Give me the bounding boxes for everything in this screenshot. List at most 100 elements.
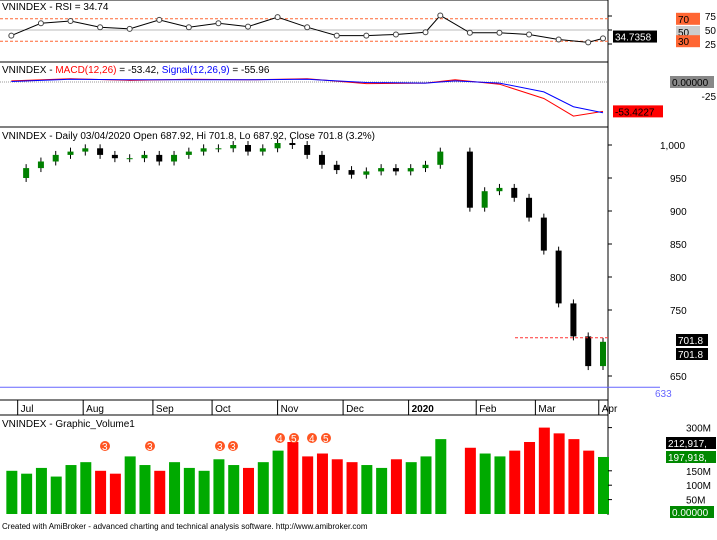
rsi-tick-label: 25	[705, 40, 717, 51]
volume-bar	[346, 462, 358, 514]
rsi-point	[215, 20, 222, 27]
volume-avg-label-bg	[666, 451, 716, 463]
candle	[37, 161, 44, 169]
rsi-point	[67, 18, 74, 25]
volume-marker-label: 5	[323, 434, 329, 445]
price-tick-label: 650	[670, 372, 687, 383]
date-label: Nov	[281, 404, 299, 415]
macd-title: VNINDEX - MACD(12,26) = -53.42, Signal(1…	[2, 65, 270, 76]
volume-marker-label: 3	[217, 442, 223, 453]
volume-bar	[183, 467, 195, 514]
candle	[82, 148, 89, 152]
rsi-point	[466, 29, 473, 36]
signal-line	[11, 78, 604, 114]
rsi-last-value-bg	[613, 30, 657, 43]
volume-marker-label: 5	[291, 434, 297, 445]
volume-bar	[553, 433, 565, 514]
rsi-point	[585, 39, 592, 46]
volume-tick-label: 100M	[686, 481, 711, 492]
candle	[289, 143, 296, 145]
macd-line	[11, 78, 604, 117]
volume-bar	[272, 450, 284, 514]
rsi-point	[333, 32, 340, 39]
candle	[466, 151, 473, 208]
candle	[156, 154, 163, 162]
rsi-band-label-bg	[676, 12, 700, 25]
rsi-point	[8, 32, 15, 39]
rsi-point	[304, 24, 311, 31]
rsi-point	[555, 36, 562, 43]
support-label: 633	[655, 389, 672, 400]
candle	[259, 148, 266, 152]
candle	[481, 191, 488, 208]
volume-bar	[376, 467, 388, 514]
date-label: Jul	[21, 404, 34, 415]
date-label: Dec	[346, 404, 364, 415]
rsi-point	[363, 32, 370, 39]
volume-marker-label: 3	[147, 442, 153, 453]
price-tick-label: 900	[670, 207, 687, 218]
volume-bar	[198, 470, 210, 514]
date-label: Mar	[538, 404, 556, 415]
volume-bar	[435, 439, 447, 514]
volume-marker	[100, 441, 110, 451]
rsi-point	[97, 24, 104, 31]
volume-title: VNINDEX - Graphic_Volume1	[2, 419, 135, 430]
volume-bar	[95, 470, 107, 514]
candle	[245, 145, 252, 152]
rsi-point	[126, 25, 133, 32]
candle	[437, 151, 444, 165]
macd-tick-label: -25	[702, 92, 717, 103]
candle	[52, 154, 59, 162]
volume-marker	[145, 441, 155, 451]
volume-zero-label-bg	[670, 506, 714, 518]
rsi-band-label-bg	[676, 26, 700, 38]
price-tick-label: 1,000	[660, 141, 685, 152]
candle	[67, 151, 74, 155]
candle	[111, 154, 118, 159]
volume-bar	[583, 450, 595, 514]
candle	[274, 143, 281, 149]
volume-bar	[21, 473, 33, 514]
volume-bar	[494, 456, 506, 514]
volume-bar	[405, 462, 417, 514]
rsi-last-value: 34.7358	[615, 33, 652, 44]
volume-bar	[361, 465, 373, 514]
candle	[304, 145, 311, 155]
volume-tick-label: 50M	[686, 496, 705, 507]
volume-marker	[307, 433, 317, 443]
price-last-label-bg	[676, 334, 708, 346]
volume-bar	[568, 439, 580, 514]
rsi-point	[185, 24, 192, 31]
candle	[540, 217, 547, 251]
volume-bar	[169, 462, 181, 514]
candle	[496, 187, 503, 192]
volume-tick-label: 150M	[686, 467, 711, 478]
volume-bar	[538, 427, 550, 514]
rsi-point	[600, 35, 606, 42]
price-last-label: 701.8	[678, 350, 703, 361]
volume-last-label-bg	[666, 437, 716, 449]
volume-marker	[289, 433, 299, 443]
candle	[23, 168, 30, 178]
rsi-point	[37, 20, 44, 27]
date-label: Sep	[156, 404, 174, 415]
candle	[585, 336, 592, 367]
date-label: Apr	[602, 404, 618, 415]
candle	[511, 187, 518, 198]
candle	[215, 148, 222, 150]
rsi-point	[437, 12, 444, 19]
candle	[348, 170, 355, 175]
candle	[185, 151, 192, 155]
price-tick-label: 850	[670, 240, 687, 251]
volume-marker-label: 4	[309, 434, 315, 445]
volume-bar	[257, 462, 269, 514]
candle	[392, 168, 399, 172]
rsi-point	[245, 23, 252, 30]
date-label: Oct	[215, 404, 231, 415]
volume-bar	[154, 470, 166, 514]
volume-marker	[215, 441, 225, 451]
rsi-band-label-bg	[676, 35, 700, 48]
